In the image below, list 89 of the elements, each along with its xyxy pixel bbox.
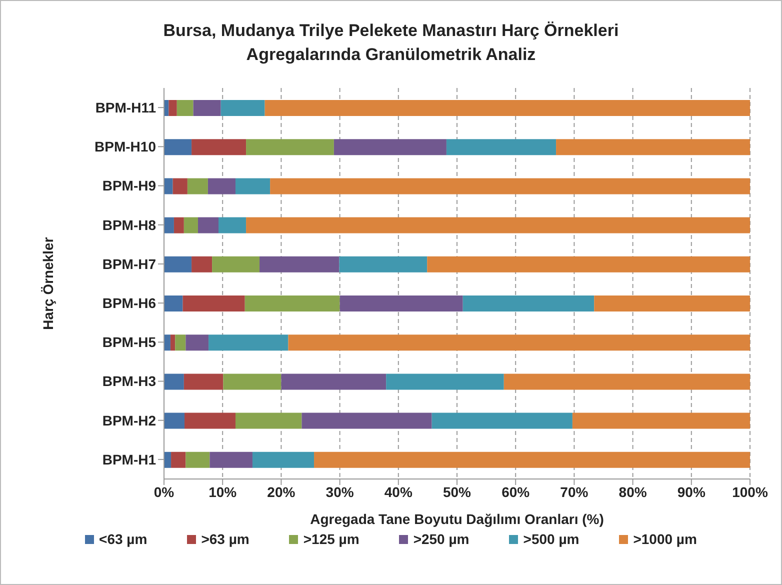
chart-title: Bursa, Mudanya Trilye Pelekete Manastırı Harç Örnekleri Agregalarında Granülometrik Analiz [162, 20, 620, 66]
bar [246, 217, 750, 234]
legend-label: >125 µm [303, 531, 360, 547]
bar [164, 178, 173, 194]
bar [504, 374, 750, 390]
legend-label: >250 µm [413, 531, 470, 547]
bar [212, 256, 260, 272]
x-tick-label: 90% [677, 484, 706, 500]
bar [235, 412, 302, 429]
bar [446, 139, 556, 156]
bar [186, 334, 209, 351]
bar [302, 412, 432, 429]
bar [386, 374, 504, 390]
bar [170, 334, 176, 351]
bar [192, 256, 212, 272]
bar [270, 178, 750, 194]
bar [184, 217, 198, 234]
bar [174, 217, 184, 234]
bar [208, 178, 236, 194]
y-axis-title: Harç Örnekler [40, 236, 56, 330]
y-tick-label: BPM-H10 [94, 138, 156, 155]
x-axis-title: Agregada Tane Boyutu Dağılımı Oranları (%) [310, 511, 604, 527]
x-tick-label: 80% [618, 484, 648, 500]
bar [264, 100, 750, 116]
bar [208, 334, 288, 351]
legend-label: <63 µm [99, 531, 148, 547]
bar [281, 374, 386, 390]
bar [235, 178, 270, 194]
bar [168, 100, 177, 116]
x-tick-label: 10% [208, 484, 238, 500]
bar [260, 256, 340, 272]
x-tick-label: 20% [267, 484, 296, 500]
y-tick-label: BPM-H6 [102, 295, 156, 312]
bar [432, 412, 572, 429]
y-tick-label: BPM-H8 [102, 216, 156, 233]
x-tick-label: 60% [502, 484, 530, 500]
bar [186, 452, 210, 468]
bar [210, 452, 252, 468]
bar [340, 296, 463, 312]
y-tick-label: BPM-H5 [102, 334, 156, 350]
bar [594, 296, 750, 312]
y-tick-label: BPM-H9 [102, 178, 156, 194]
bar [164, 334, 170, 351]
bar [184, 412, 236, 429]
bar [164, 256, 192, 272]
x-tick-label: 50% [442, 484, 472, 500]
bar [572, 412, 750, 429]
bar [427, 256, 750, 272]
bar [193, 100, 221, 116]
legend-label: >500 µm [523, 531, 580, 547]
bar [187, 178, 208, 194]
bar [164, 452, 172, 468]
bar [184, 374, 224, 390]
bar [164, 374, 184, 390]
bar [192, 139, 246, 156]
bar [220, 100, 265, 116]
bar [334, 139, 446, 156]
y-tick-label: BPM-H3 [102, 373, 156, 390]
bar [164, 139, 192, 156]
y-tick-label: BPM-H2 [102, 412, 156, 428]
bar [164, 412, 185, 429]
bar [246, 139, 334, 156]
x-tick-label: 70% [560, 484, 589, 500]
bar [339, 256, 428, 272]
x-tick-label: 40% [384, 484, 413, 500]
x-tick-label: 100% [732, 484, 768, 500]
bar [556, 139, 750, 156]
bar [462, 296, 594, 312]
bar [223, 374, 282, 390]
bar [314, 452, 750, 468]
y-tick-label: BPM-H1 [102, 451, 156, 468]
y-tick-label: BPM-H7 [102, 256, 156, 272]
bar [288, 334, 750, 351]
bar [182, 296, 245, 312]
bar [164, 296, 183, 312]
x-tick-label: 0% [154, 484, 175, 500]
bar [176, 100, 194, 116]
bar [172, 178, 188, 194]
bar [175, 334, 186, 351]
x-tick-label: 30% [326, 484, 354, 500]
bar [198, 217, 218, 234]
y-tick-label: BPM-H11 [95, 100, 156, 116]
legend-label: >1000 µm [633, 531, 697, 547]
bar [244, 296, 340, 312]
bar [218, 217, 246, 234]
bar [171, 452, 186, 468]
bar [252, 452, 314, 468]
legend-label: >63 µm [201, 531, 250, 547]
bar [164, 217, 174, 234]
